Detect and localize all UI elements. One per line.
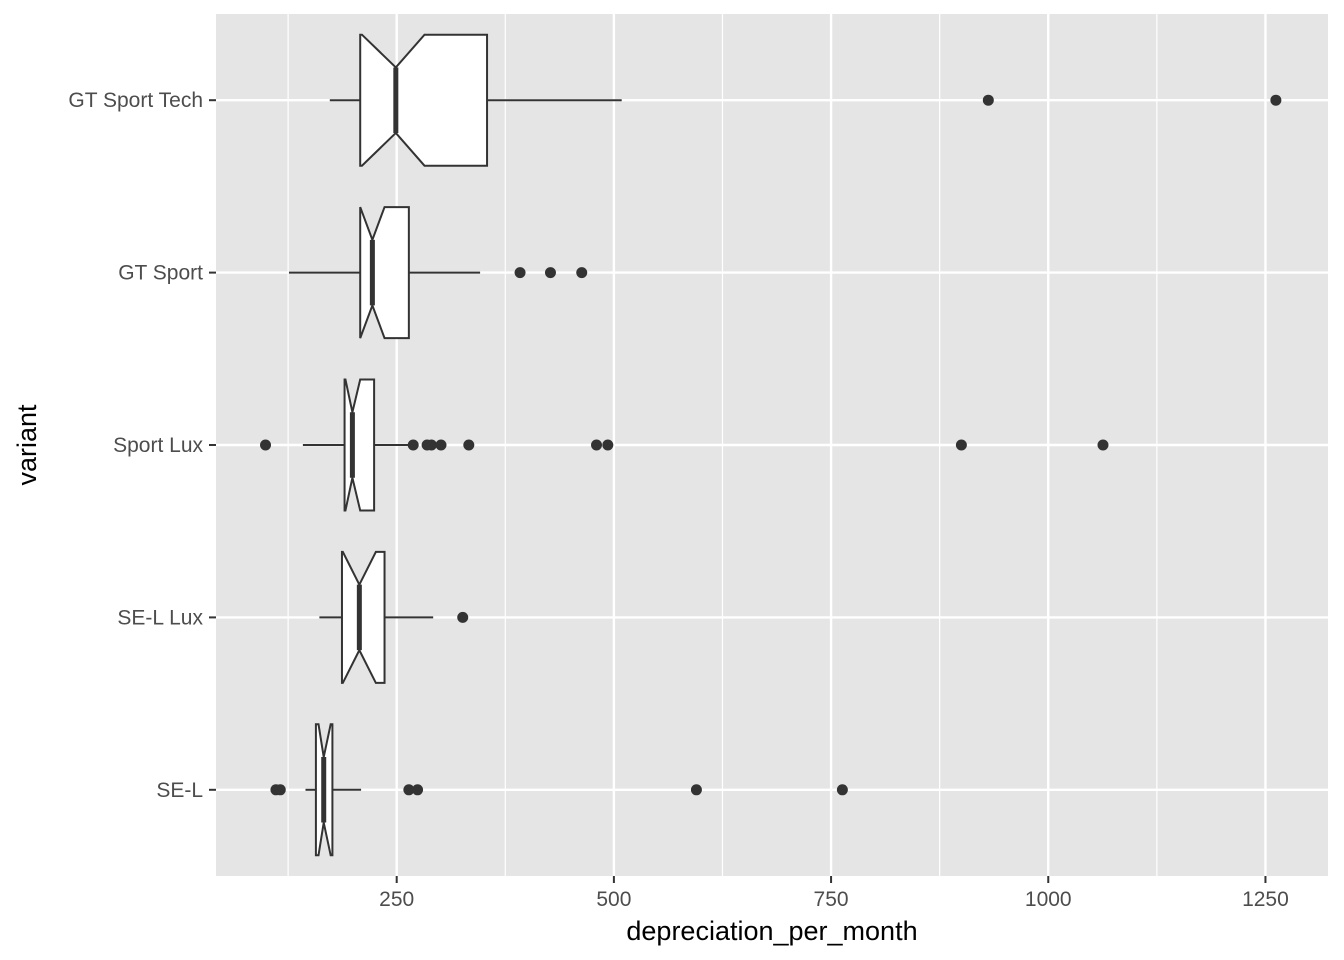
outlier-point xyxy=(544,267,556,279)
outlier-point xyxy=(514,267,526,279)
outlier-point xyxy=(425,439,437,451)
box-group xyxy=(329,33,1282,167)
y-tick-label: Sport Lux xyxy=(113,434,203,457)
x-tick-label: 1250 xyxy=(1242,888,1289,911)
outlier-point xyxy=(1097,439,1109,451)
outlier-point xyxy=(274,784,286,796)
notched-box xyxy=(359,33,489,167)
notched-box xyxy=(343,378,376,512)
outlier-point xyxy=(412,784,424,796)
outlier-point xyxy=(407,439,419,451)
x-axis-title: depreciation_per_month xyxy=(626,916,917,946)
outlier-point xyxy=(836,784,848,796)
outlier-point xyxy=(457,611,469,623)
grid-lines xyxy=(216,14,1328,876)
box-group xyxy=(319,550,469,684)
box-group xyxy=(270,723,848,857)
axes: GT Sport Tech GT Sport Sport Lux SE-L Lux SE… xyxy=(68,89,1288,911)
outlier-point xyxy=(260,439,272,451)
outlier-point xyxy=(1270,94,1282,106)
y-tick-label: GT Sport xyxy=(118,262,203,285)
outlier-point xyxy=(955,439,967,451)
box-group xyxy=(288,206,588,340)
outlier-point xyxy=(982,94,994,106)
outlier-point xyxy=(463,439,475,451)
outlier-point xyxy=(602,439,614,451)
outlier-point xyxy=(690,784,702,796)
y-tick-label: GT Sport Tech xyxy=(68,89,203,112)
y-axis-title: variant xyxy=(12,404,42,486)
boxes xyxy=(260,33,1282,857)
outlier-point xyxy=(591,439,603,451)
outlier-point xyxy=(576,267,588,279)
x-tick-label: 250 xyxy=(379,888,414,911)
box-group xyxy=(260,378,1109,512)
y-tick-label: SE-L xyxy=(156,779,203,802)
y-tick-label: SE-L Lux xyxy=(117,606,203,629)
x-tick-label: 1000 xyxy=(1025,888,1072,911)
x-tick-label: 750 xyxy=(814,888,849,911)
notched-box xyxy=(359,206,410,340)
notched-box xyxy=(340,550,386,684)
outlier-point xyxy=(403,784,415,796)
x-tick-label: 500 xyxy=(596,888,631,911)
outlier-point xyxy=(435,439,447,451)
